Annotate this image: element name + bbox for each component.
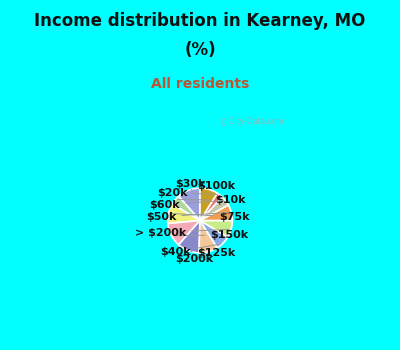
Text: $150k: $150k: [173, 230, 249, 240]
Text: $125k: $125k: [191, 248, 236, 258]
Text: $100k: $100k: [191, 181, 236, 191]
Text: (%): (%): [184, 41, 216, 60]
Text: > $200k: > $200k: [135, 228, 229, 238]
Text: $75k: $75k: [170, 212, 250, 222]
Wedge shape: [172, 196, 200, 220]
Wedge shape: [200, 205, 232, 220]
Text: $200k: $200k: [175, 253, 214, 264]
Wedge shape: [200, 220, 232, 237]
Wedge shape: [179, 220, 200, 253]
Wedge shape: [168, 220, 200, 245]
Text: $20k: $20k: [157, 188, 218, 198]
Wedge shape: [168, 204, 200, 224]
Text: $60k: $60k: [150, 200, 223, 210]
Text: $40k: $40k: [161, 244, 221, 257]
Wedge shape: [200, 193, 222, 220]
Wedge shape: [200, 220, 228, 248]
Text: $50k: $50k: [146, 212, 229, 222]
Text: Income distribution in Kearney, MO: Income distribution in Kearney, MO: [34, 12, 366, 30]
Wedge shape: [199, 220, 217, 253]
Text: ⓘ City-Data.com: ⓘ City-Data.com: [222, 117, 284, 126]
Text: All residents: All residents: [151, 77, 249, 91]
Wedge shape: [200, 188, 217, 220]
Wedge shape: [200, 197, 228, 220]
Text: $30k: $30k: [176, 178, 209, 189]
Wedge shape: [179, 188, 200, 220]
Text: $10k: $10k: [177, 195, 246, 205]
